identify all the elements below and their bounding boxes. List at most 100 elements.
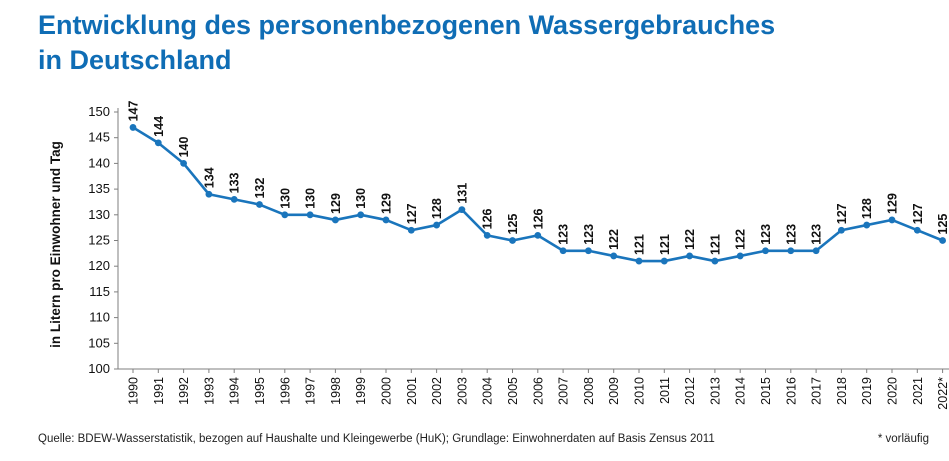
x-tick-label: 2016 bbox=[784, 377, 798, 405]
data-point bbox=[433, 221, 440, 229]
x-tick-label: 1995 bbox=[253, 377, 267, 405]
x-tick-label: 2009 bbox=[607, 377, 621, 405]
y-tick-label: 105 bbox=[88, 335, 110, 350]
data-label: 140 bbox=[177, 136, 191, 157]
y-tick-label: 150 bbox=[88, 104, 110, 119]
x-tick-label: 2011 bbox=[658, 377, 672, 404]
data-point bbox=[686, 252, 693, 260]
data-label: 122 bbox=[734, 229, 748, 250]
data-label: 121 bbox=[658, 234, 672, 255]
y-tick-label: 135 bbox=[88, 181, 110, 196]
chart-title-line-1: Entwicklung des personenbezogenen Wasser… bbox=[38, 10, 776, 40]
data-point bbox=[610, 252, 618, 260]
y-tick-label: 130 bbox=[88, 207, 110, 222]
data-point bbox=[407, 226, 415, 234]
data-point bbox=[256, 201, 263, 208]
y-tick-label: 145 bbox=[88, 130, 110, 145]
data-label: 127 bbox=[835, 203, 849, 224]
data-point bbox=[534, 231, 542, 239]
x-tick-label: 2004 bbox=[481, 377, 495, 405]
x-tick-label: 2006 bbox=[531, 377, 545, 405]
data-label: 129 bbox=[329, 193, 343, 214]
x-tick-label: 1992 bbox=[177, 377, 191, 405]
data-point bbox=[230, 195, 238, 203]
data-label: 121 bbox=[708, 234, 722, 255]
data-label: 122 bbox=[607, 229, 621, 250]
data-point bbox=[660, 257, 668, 265]
x-tick-label: 1999 bbox=[354, 377, 368, 405]
x-tick-label: 2010 bbox=[633, 377, 647, 405]
data-point bbox=[888, 216, 896, 224]
y-tick-label: 110 bbox=[89, 310, 110, 325]
y-tick-label: 140 bbox=[88, 155, 110, 170]
data-point bbox=[913, 226, 921, 234]
x-tick-label: 2015 bbox=[759, 377, 773, 405]
data-point bbox=[129, 124, 137, 131]
x-tick-label: 2022* bbox=[936, 377, 949, 410]
x-tick-label: 2007 bbox=[557, 377, 571, 405]
data-point bbox=[787, 247, 795, 255]
data-point bbox=[863, 221, 871, 229]
data-point bbox=[382, 216, 390, 224]
data-point bbox=[483, 231, 491, 239]
data-label: 125 bbox=[506, 214, 520, 235]
x-tick-label: 2001 bbox=[405, 377, 419, 405]
y-tick-label: 120 bbox=[88, 258, 110, 273]
data-point bbox=[812, 247, 820, 255]
data-label: 123 bbox=[810, 224, 824, 245]
x-tick-label: 2021 bbox=[911, 377, 925, 405]
x-tick-label: 2000 bbox=[380, 377, 394, 405]
data-label: 123 bbox=[557, 224, 571, 245]
data-point bbox=[306, 211, 314, 219]
y-tick-label: 100 bbox=[88, 361, 110, 376]
x-tick-label: 2002 bbox=[430, 377, 444, 405]
data-point bbox=[736, 252, 744, 260]
x-tick-label: 1996 bbox=[278, 377, 292, 405]
data-label: 130 bbox=[354, 188, 368, 209]
data-label: 126 bbox=[531, 208, 545, 229]
x-tick-label: 2003 bbox=[455, 377, 469, 405]
data-point bbox=[509, 237, 516, 244]
data-label: 129 bbox=[886, 193, 900, 214]
x-tick-label: 2018 bbox=[835, 377, 849, 405]
data-label: 123 bbox=[784, 224, 798, 245]
x-tick-label: 2008 bbox=[582, 377, 596, 405]
data-point bbox=[635, 257, 643, 265]
x-tick-label: 1993 bbox=[202, 377, 216, 405]
x-tick-label: 2014 bbox=[734, 377, 748, 405]
data-point bbox=[357, 211, 365, 219]
data-label: 128 bbox=[430, 198, 444, 219]
x-tick-label: 2017 bbox=[810, 377, 824, 405]
x-tick-label: 2013 bbox=[708, 377, 722, 405]
x-tick-label: 1994 bbox=[228, 377, 242, 405]
data-label: 121 bbox=[633, 234, 647, 255]
data-label: 123 bbox=[582, 224, 596, 245]
x-tick-label: 2020 bbox=[886, 377, 900, 405]
data-label: 144 bbox=[152, 116, 166, 137]
data-label: 128 bbox=[860, 198, 874, 219]
data-label: 126 bbox=[481, 208, 495, 229]
x-tick-label: 2012 bbox=[683, 377, 697, 405]
data-point bbox=[838, 226, 845, 234]
data-point bbox=[205, 190, 213, 198]
chart-title: Entwicklung des personenbezogenen Wasser… bbox=[38, 8, 775, 78]
x-tick-label: 1990 bbox=[127, 377, 141, 405]
data-label: 133 bbox=[228, 172, 242, 193]
data-point bbox=[762, 247, 769, 255]
x-tick-label: 2019 bbox=[860, 377, 874, 405]
data-label: 127 bbox=[405, 203, 419, 224]
x-tick-label: 1998 bbox=[329, 377, 343, 405]
y-tick-label: 115 bbox=[89, 284, 110, 299]
data-label: 130 bbox=[278, 188, 292, 209]
data-label: 134 bbox=[202, 167, 216, 188]
data-point bbox=[180, 160, 188, 167]
data-label: 131 bbox=[455, 183, 469, 204]
data-point bbox=[332, 216, 339, 224]
data-label: 132 bbox=[253, 178, 267, 199]
data-point bbox=[559, 247, 567, 255]
data-label: 129 bbox=[380, 193, 394, 214]
source-note: Quelle: BDEW-Wasserstatistik, bezogen au… bbox=[38, 433, 715, 445]
y-axis-title: in Litern pro Einwohner und Tag bbox=[48, 141, 63, 348]
chart-title-line-2: in Deutschland bbox=[38, 45, 232, 75]
